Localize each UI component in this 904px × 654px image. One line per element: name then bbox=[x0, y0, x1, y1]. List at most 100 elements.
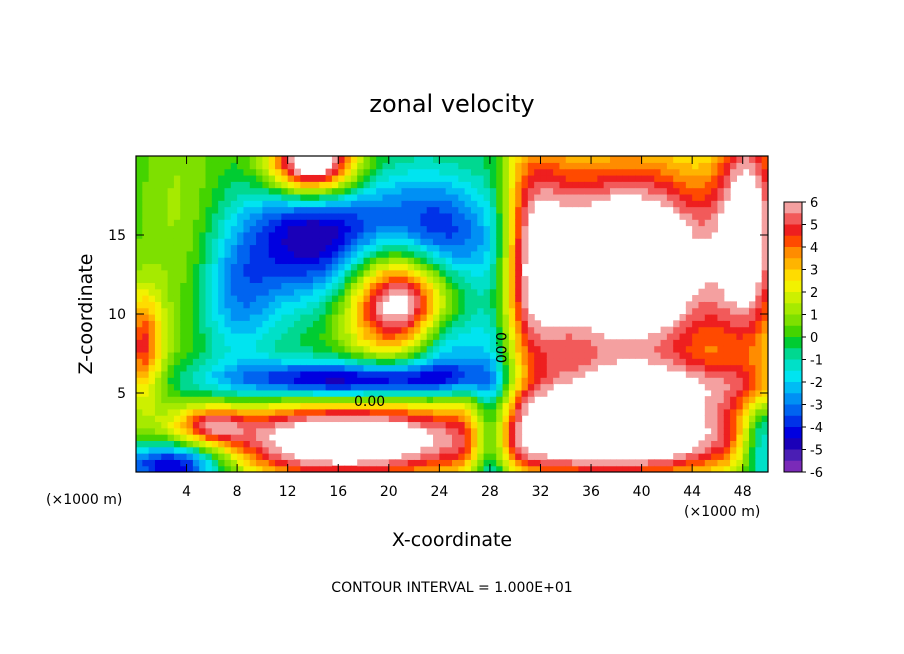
heatmap-cell bbox=[363, 219, 371, 227]
heatmap-cell bbox=[414, 276, 421, 283]
heatmap-cell bbox=[452, 364, 459, 372]
heatmap-cell bbox=[338, 370, 346, 378]
heatmap-cell bbox=[559, 168, 567, 176]
heatmap-cell bbox=[521, 326, 529, 334]
heatmap-cell bbox=[180, 301, 188, 309]
heatmap-cell bbox=[262, 314, 270, 321]
heatmap-cell bbox=[515, 276, 523, 283]
heatmap-cell bbox=[496, 187, 504, 195]
heatmap-cell bbox=[477, 383, 485, 391]
heatmap-cell bbox=[344, 156, 352, 163]
heatmap-cell bbox=[154, 377, 162, 385]
heatmap-cell bbox=[382, 314, 390, 321]
heatmap-cell bbox=[218, 383, 226, 391]
heatmap-cell bbox=[521, 162, 529, 170]
heatmap-cell bbox=[565, 345, 573, 353]
heatmap-cell bbox=[698, 440, 706, 448]
heatmap-cell bbox=[445, 257, 453, 265]
heatmap-cell bbox=[167, 339, 175, 347]
heatmap-cell bbox=[363, 263, 371, 271]
heatmap-cell bbox=[167, 377, 175, 385]
heatmap-cell bbox=[489, 244, 497, 252]
heatmap-cell bbox=[527, 168, 535, 176]
heatmap-cell bbox=[679, 332, 687, 340]
heatmap-cell bbox=[388, 244, 396, 252]
heatmap-cell bbox=[142, 307, 150, 315]
heatmap-cell bbox=[584, 465, 592, 472]
heatmap-cell bbox=[325, 225, 333, 233]
heatmap-cell bbox=[559, 377, 567, 385]
heatmap-cell bbox=[186, 156, 194, 163]
heatmap-cell bbox=[319, 295, 327, 302]
heatmap-cell bbox=[407, 219, 415, 227]
heatmap-cell bbox=[433, 231, 440, 239]
heatmap-cell bbox=[262, 345, 270, 353]
heatmap-cell bbox=[376, 282, 384, 290]
heatmap-cell bbox=[154, 421, 162, 429]
heatmap-cell bbox=[496, 345, 504, 353]
heatmap-cell bbox=[502, 345, 510, 353]
heatmap-cell bbox=[666, 459, 674, 467]
heatmap-cell bbox=[294, 269, 301, 277]
heatmap-cell bbox=[692, 314, 700, 321]
heatmap-cell bbox=[230, 320, 238, 328]
heatmap-cell bbox=[584, 358, 592, 366]
heatmap-cell bbox=[224, 307, 232, 315]
heatmap-cell bbox=[597, 174, 605, 182]
heatmap-cell bbox=[199, 257, 207, 265]
heatmap-cell bbox=[470, 332, 478, 340]
heatmap-cell bbox=[470, 358, 478, 366]
heatmap-cell bbox=[749, 162, 756, 170]
heatmap-cell bbox=[312, 364, 320, 372]
heatmap-cell bbox=[489, 238, 497, 246]
heatmap-cell bbox=[211, 162, 219, 170]
heatmap-cell bbox=[439, 168, 447, 176]
heatmap-cell bbox=[401, 269, 409, 277]
heatmap-cell bbox=[312, 250, 320, 258]
heatmap-cell bbox=[294, 339, 301, 347]
heatmap-cell bbox=[477, 187, 485, 195]
heatmap-cell bbox=[192, 408, 200, 416]
heatmap-cell bbox=[395, 288, 403, 296]
heatmap-cell bbox=[407, 389, 415, 397]
heatmap-cell bbox=[230, 212, 238, 220]
heatmap-cell bbox=[275, 377, 282, 385]
heatmap-cell bbox=[205, 295, 213, 302]
heatmap-cell bbox=[508, 396, 516, 404]
heatmap-cell bbox=[306, 200, 314, 208]
heatmap-cell bbox=[755, 282, 763, 290]
heatmap-cell bbox=[319, 219, 327, 227]
heatmap-cell bbox=[723, 187, 731, 195]
heatmap-cell bbox=[439, 339, 447, 347]
heatmap-cell bbox=[553, 351, 561, 359]
heatmap-cell bbox=[161, 295, 169, 302]
heatmap-cell bbox=[426, 459, 434, 467]
heatmap-cell bbox=[312, 257, 320, 265]
heatmap-cell bbox=[300, 396, 308, 404]
heatmap-cell bbox=[445, 326, 453, 334]
heatmap-cell bbox=[534, 332, 542, 340]
heatmap-cell bbox=[534, 345, 542, 353]
heatmap-cell bbox=[281, 162, 289, 170]
heatmap-cell bbox=[515, 181, 523, 189]
heatmap-cell bbox=[230, 453, 238, 460]
heatmap-cell bbox=[439, 389, 447, 397]
heatmap-cell bbox=[287, 307, 295, 315]
heatmap-cell bbox=[704, 434, 712, 441]
heatmap-cell bbox=[344, 301, 352, 309]
heatmap-cell bbox=[666, 364, 674, 372]
heatmap-cell bbox=[382, 206, 390, 214]
heatmap-cell bbox=[275, 269, 282, 277]
heatmap-cell bbox=[180, 225, 188, 233]
heatmap-cell bbox=[685, 193, 693, 201]
heatmap-cell bbox=[452, 370, 459, 378]
heatmap-cell bbox=[256, 295, 263, 302]
heatmap-cell bbox=[325, 339, 333, 347]
heatmap-cell bbox=[186, 453, 194, 460]
heatmap-cell bbox=[445, 269, 453, 277]
heatmap-cell bbox=[534, 162, 542, 170]
heatmap-cell bbox=[515, 225, 523, 233]
heatmap-cell bbox=[256, 364, 263, 372]
heatmap-cell bbox=[515, 282, 523, 290]
heatmap-cell bbox=[508, 263, 516, 271]
